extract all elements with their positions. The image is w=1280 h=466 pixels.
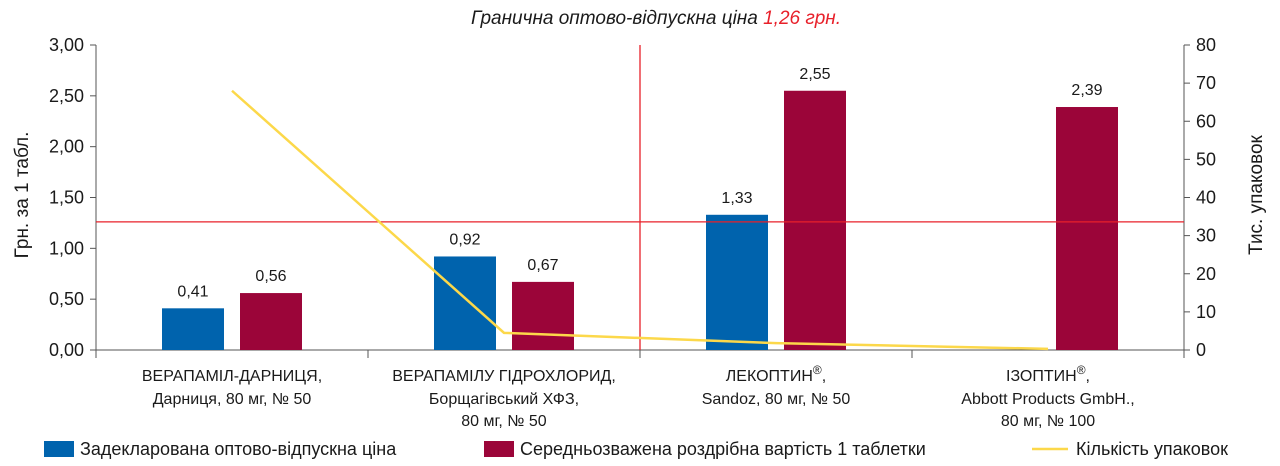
- y2-tick-label: 80: [1196, 35, 1216, 55]
- plot-layer: 0,00 0,50 1,00 1,50 2,00 2,50 3,00 0 10 20 30 40 50 6…: [49, 35, 1216, 430]
- x-category-label: ВЕРАПАМІЛУ ГІДРОХЛОРИД,: [392, 368, 616, 385]
- data-label: 1,33: [721, 190, 752, 207]
- legend-label: Кількість упаковок: [1076, 439, 1228, 459]
- data-label: 0,92: [449, 231, 480, 248]
- legend-label: Задекларована оптово-відпускна ціна: [80, 439, 397, 459]
- x-category-label: ВЕРАПАМІЛ-ДАРНИЦЯ,: [142, 368, 322, 385]
- y2-tick-label: 70: [1196, 73, 1216, 93]
- x-category-name: ІЗОПТИН: [1006, 368, 1077, 385]
- y2-tick-label: 30: [1196, 226, 1216, 246]
- y2-tick-label: 10: [1196, 302, 1216, 322]
- x-category-detail: Дарниця, 80 мг, № 50: [153, 391, 312, 408]
- registered-mark: ®: [813, 363, 822, 377]
- bar-declared-price: [162, 308, 224, 350]
- legend-swatch: [44, 441, 74, 457]
- x-category-detail: Abbott Products GmbH.,: [961, 391, 1134, 408]
- x-category-detail: Борщагівський ХФЗ,: [429, 391, 579, 408]
- legend-swatch: [484, 441, 514, 457]
- y-tick-label: 1,00: [49, 238, 84, 258]
- bar-declared-price: [434, 256, 496, 350]
- data-label: 2,55: [799, 66, 830, 83]
- x-category-detail: 80 мг, № 100: [1001, 413, 1095, 430]
- bar-retail-cost: [240, 293, 302, 350]
- x-category-comma: ,: [822, 368, 826, 385]
- bar-retail-cost: [512, 281, 574, 350]
- legend: Задекларована оптово-відпускна ціна Серед…: [44, 439, 1228, 459]
- x-category-name: ВЕРАПАМІЛ-ДАРНИЦЯ,: [142, 368, 322, 385]
- x-category-comma: ,: [1086, 368, 1090, 385]
- x-category-name: ВЕРАПАМІЛУ ГІДРОХЛОРИД,: [392, 368, 616, 385]
- y-tick-label: 0,50: [49, 289, 84, 309]
- bar-declared-price: [706, 214, 768, 350]
- bar-retail-cost: [784, 90, 846, 350]
- x-category-detail: Sandoz, 80 мг, № 50: [702, 391, 851, 408]
- y-axis-title: Грн. за 1 табл.: [12, 132, 33, 259]
- chart-title-value: 1,26 грн.: [763, 8, 841, 29]
- y2-axis-title: Тис. упаковок: [1246, 134, 1267, 254]
- y2-tick-label: 40: [1196, 188, 1216, 208]
- data-label: 2,39: [1071, 82, 1102, 99]
- series-line-packages: [231, 89, 1049, 351]
- y-tick-label: 2,00: [49, 137, 84, 157]
- legend-label: Середньозважена роздрібна вартість 1 таб…: [520, 439, 926, 459]
- y-tick-label: 0,00: [49, 340, 84, 360]
- x-category-name: ЛЕКОПТИН: [726, 368, 813, 385]
- data-label: 0,56: [255, 268, 286, 285]
- y2-tick-label: 60: [1196, 111, 1216, 131]
- y2-tick-label: 0: [1196, 340, 1206, 360]
- chart-title-text: Гранична оптово-відпускна ціна: [471, 8, 758, 29]
- bar-retail-cost: [1056, 107, 1118, 351]
- y2-tick-label: 20: [1196, 264, 1216, 284]
- y-tick-label: 3,00: [49, 35, 84, 55]
- x-category-label: ЛЕКОПТИН®,: [726, 363, 826, 385]
- y-tick-label: 1,50: [49, 188, 84, 208]
- data-label: 0,41: [177, 283, 208, 300]
- registered-mark: ®: [1077, 363, 1086, 377]
- chart-title: Гранична оптово-відпускна ціна 1,26 грн.: [471, 8, 841, 29]
- data-label: 0,67: [527, 257, 558, 274]
- x-category-label: ІЗОПТИН®,: [1006, 363, 1090, 385]
- y-tick-label: 2,50: [49, 86, 84, 106]
- x-category-detail: 80 мг, № 50: [461, 413, 547, 430]
- y2-tick-label: 50: [1196, 149, 1216, 169]
